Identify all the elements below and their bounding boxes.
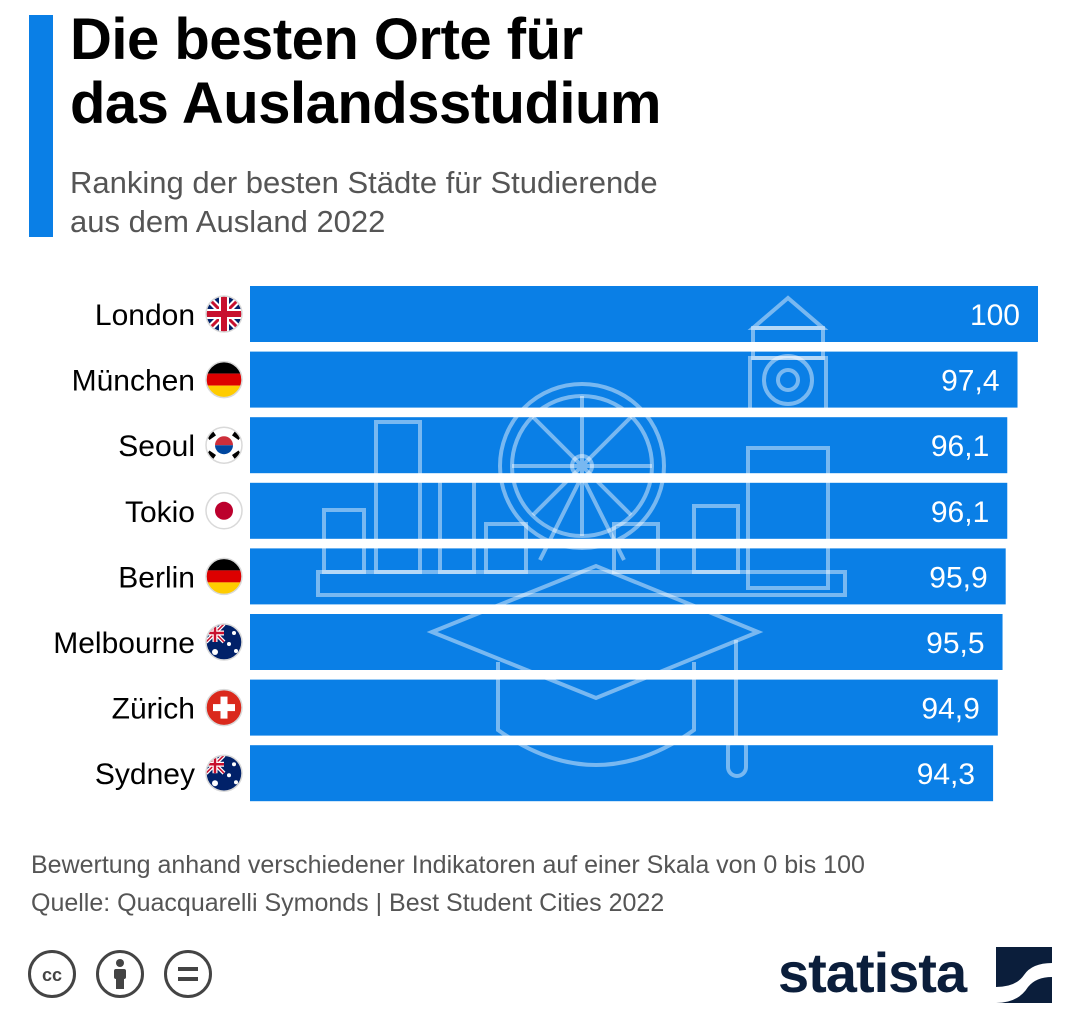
category-label: Melbourne [53,627,195,660]
chart-title: Die besten Orte für das Auslandsstudium [70,8,1060,136]
switzerland-flag-icon [205,688,243,727]
cc-icon[interactable]: cc [28,950,76,998]
title-line-2: das Auslandsstudium [70,71,662,136]
footnote: Bewertung anhand verschiedener Indikator… [31,846,1031,922]
statista-wordmark[interactable]: statista [778,941,967,1004]
category-label: Zürich [112,693,195,726]
bar-chart: London 100 München 97,4 Seoul 96,1 Tokio 96,1 Be… [53,286,1038,802]
value-label: 96,1 [931,430,989,463]
attribution-icon[interactable] [96,950,144,998]
bar-melbourne [250,614,1003,670]
value-label: 94,9 [921,693,979,726]
south-korea-flag-icon [205,426,243,464]
bar-london [250,286,1038,342]
chart-subtitle: Ranking der besten Städte für Studierend… [70,163,970,241]
category-label: Berlin [118,561,195,594]
accent-bar [29,15,53,237]
germany-flag-icon [205,557,243,596]
bar-tokio [250,482,1008,539]
category-label: Sydney [95,758,195,791]
uk-flag-icon [205,295,243,333]
value-label: 95,9 [929,561,987,594]
bar-seoul [250,417,1008,474]
bar-berlin [250,548,1006,605]
title-line-1: Die besten Orte für [70,7,583,72]
footnote-note: Bewertung anhand verschiedener Indikator… [31,851,865,879]
category-label: Seoul [118,430,195,463]
value-label: 96,1 [931,496,989,529]
subtitle-line-2: aus dem Ausland 2022 [70,204,386,239]
value-label: 95,5 [926,627,984,660]
footnote-source: Quelle: Quacquarelli Symonds | Best Stud… [31,889,665,917]
value-label: 100 [970,299,1020,332]
australia-flag-icon [205,754,243,792]
germany-flag-icon [205,360,243,399]
bar-münchen [250,351,1018,408]
svg-text:cc: cc [42,965,62,985]
bar-sydney [250,745,994,802]
category-label: Tokio [125,496,195,529]
value-label: 94,3 [917,758,975,791]
subtitle-line-1: Ranking der besten Städte für Studierend… [70,165,658,200]
decorative-illustration [316,295,847,778]
statista-logo-icon[interactable] [996,947,1052,1003]
bars-group: London 100 München 97,4 Seoul 96,1 Tokio 96,1 Be… [53,286,1038,802]
category-label: London [95,299,195,332]
no-derivatives-icon[interactable] [164,950,212,998]
japan-flag-icon [205,492,243,530]
value-label: 97,4 [941,365,999,398]
category-label: München [72,365,195,398]
australia-flag-icon [205,623,243,661]
bar-zürich [250,679,998,736]
